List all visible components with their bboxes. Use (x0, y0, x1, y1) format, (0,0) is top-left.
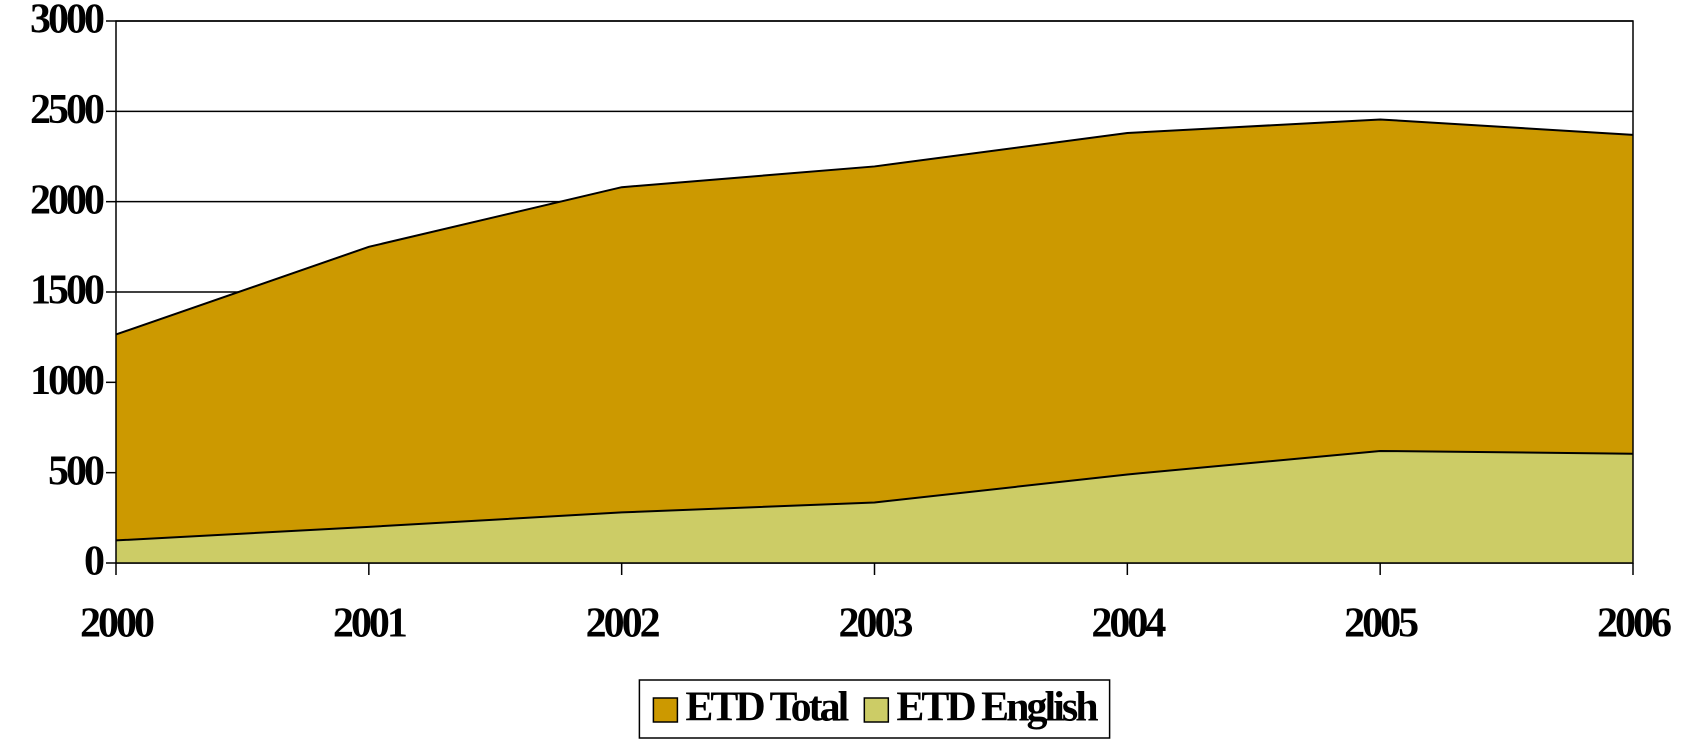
area-series (115, 118, 1634, 564)
y-tick-label: 1000 (30, 358, 104, 404)
legend-label: ETD Total (685, 685, 848, 731)
y-tick-label: 2000 (30, 177, 104, 223)
x-tick-label: 2000 (80, 601, 154, 647)
legend-box (638, 679, 1111, 739)
y-tick-label: 3000 (30, 0, 104, 43)
x-tick-label: 2006 (1597, 601, 1671, 647)
legend-label: ETD English (896, 685, 1098, 731)
y-tick-label: 0 (84, 539, 104, 585)
y-tick-label: 1500 (30, 268, 104, 314)
x-tick-label: 2002 (586, 601, 660, 647)
y-tick-label: 2500 (30, 87, 104, 133)
area-series (115, 449, 1634, 563)
area-line (115, 449, 1634, 542)
x-tick-label: 2003 (839, 601, 913, 647)
area (116, 450, 1633, 563)
legend: ETD Total ETD English (638, 679, 1111, 739)
x-tick-label: 2004 (1091, 601, 1166, 647)
legend-swatch (652, 697, 679, 723)
y-tick-label: 500 (48, 448, 104, 494)
area-line (115, 118, 1634, 336)
legend-swatch (863, 697, 890, 723)
area (116, 119, 1633, 564)
x-tick-label: 2001 (333, 601, 406, 647)
x-tick-label: 2005 (1344, 601, 1418, 647)
